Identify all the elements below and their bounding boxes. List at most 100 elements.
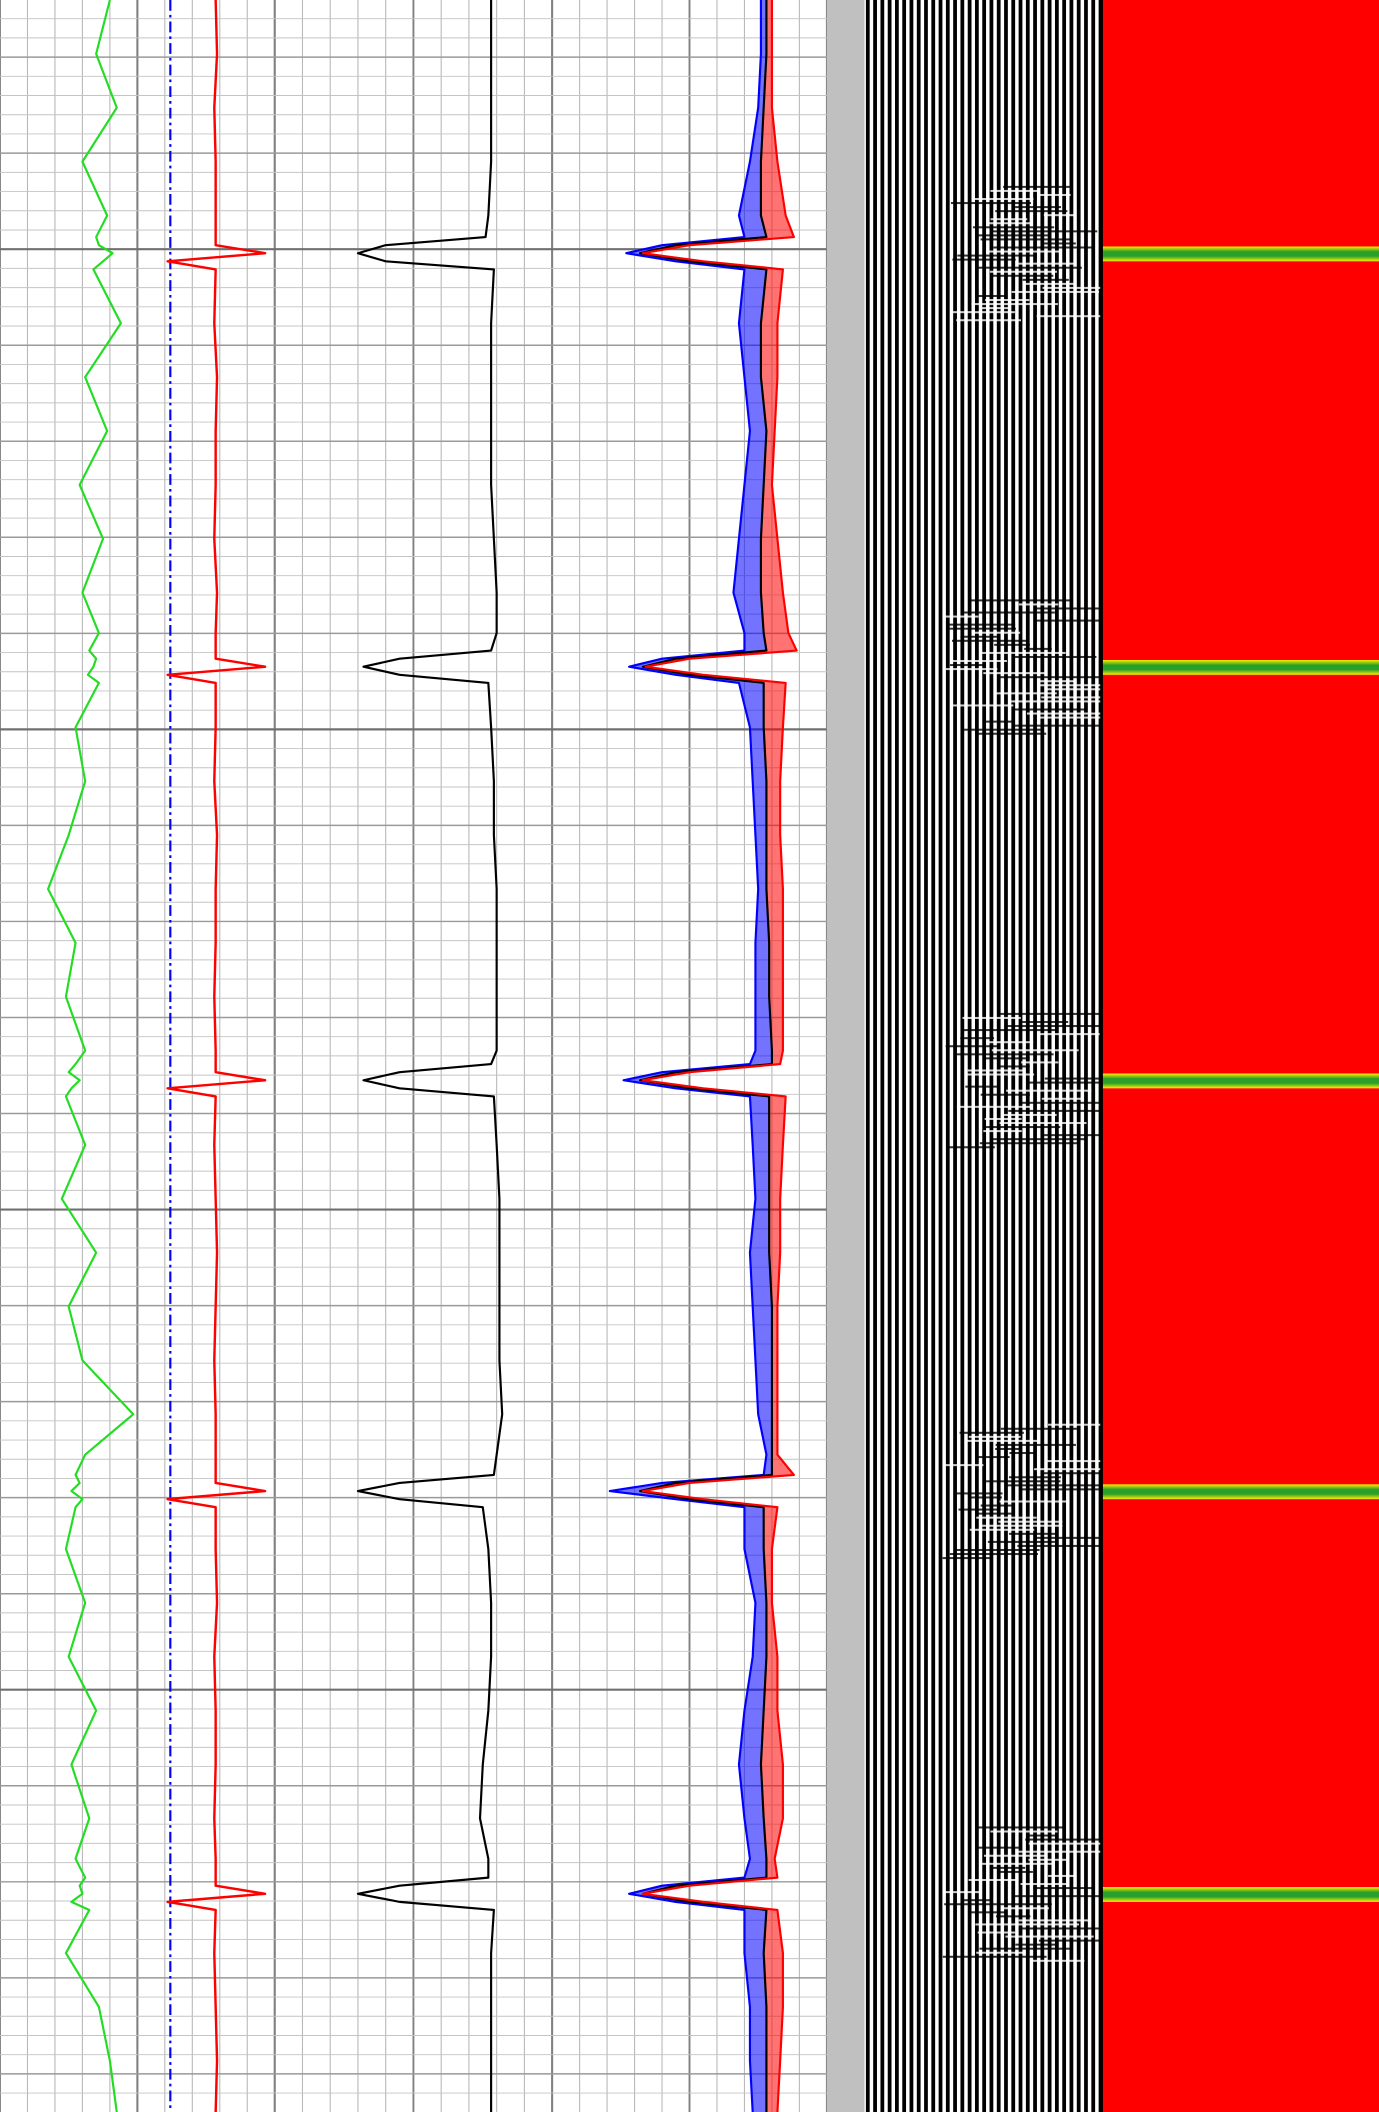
vdl-noise xyxy=(990,274,1054,277)
vdl-noise xyxy=(1018,1488,1101,1491)
vdl-noise xyxy=(985,250,1062,253)
vdl-noise xyxy=(975,1846,1021,1849)
vdl-noise xyxy=(1002,1113,1057,1116)
vdl-noise xyxy=(971,599,1071,602)
vdl-stripe xyxy=(1084,0,1088,2112)
vdl-noise xyxy=(1020,1883,1067,1886)
vdl-noise xyxy=(1018,1101,1110,1104)
vdl-stripe xyxy=(909,0,914,2112)
vdl-noise xyxy=(972,226,1055,229)
vdl-noise xyxy=(979,1142,1079,1145)
vdl-noise xyxy=(998,1870,1033,1873)
vdl-noise xyxy=(967,1073,1035,1076)
vdl-noise xyxy=(1015,206,1061,209)
vdl-noise xyxy=(1046,1460,1128,1463)
vdl-noise xyxy=(1026,712,1115,715)
vdl-stripe xyxy=(1076,0,1081,2112)
vdl-stripe xyxy=(887,0,892,2112)
vdl-noise xyxy=(990,1830,1058,1833)
vdl-noise xyxy=(1031,1959,1085,1962)
vdl-stripe xyxy=(1054,0,1059,2112)
vdl-noise xyxy=(1013,1895,1111,1898)
vdl-noise xyxy=(996,692,1057,695)
vdl-noise xyxy=(1046,688,1111,691)
vdl-noise xyxy=(984,1126,1061,1129)
vdl-noise xyxy=(1041,1472,1115,1475)
vdl-noise xyxy=(985,299,1030,302)
vdl-stripe xyxy=(902,0,907,2112)
vdl-noise xyxy=(960,1037,995,1040)
vdl-noise xyxy=(1008,1476,1061,1479)
vdl-noise xyxy=(1017,1850,1118,1853)
vdl-noise xyxy=(968,1878,1016,1881)
vdl-noise xyxy=(1041,1097,1082,1100)
vdl-noise xyxy=(969,1911,1007,1914)
vdl-noise xyxy=(942,1557,993,1560)
grid xyxy=(0,0,828,2112)
vdl-noise xyxy=(950,660,1007,663)
vdl-noise xyxy=(956,319,1021,322)
vdl-noise xyxy=(962,1016,1021,1019)
vdl-noise xyxy=(1035,1536,1101,1539)
vdl-noise xyxy=(950,664,984,667)
vdl-stripe xyxy=(1040,0,1045,2112)
vdl-noise xyxy=(1033,1887,1093,1890)
vdl-noise xyxy=(995,1443,1076,1446)
curve xyxy=(46,0,135,2112)
vdl-noise xyxy=(957,254,1038,257)
vdl-stripe xyxy=(982,0,987,2112)
vdl-noise xyxy=(960,635,999,638)
vdl-noise xyxy=(948,623,1016,626)
vdl-noise xyxy=(977,1826,1063,1829)
vdl-noise xyxy=(967,1069,1023,1072)
vdl-noise xyxy=(984,1057,1030,1060)
vdl-noise xyxy=(980,1093,1030,1096)
curve xyxy=(641,0,798,2112)
vdl-noise xyxy=(979,1862,1055,1865)
vdl-noise xyxy=(961,1029,1056,1032)
vdl-noise xyxy=(969,1528,1035,1531)
vdl-noise xyxy=(1047,1423,1103,1426)
vdl-stripe xyxy=(924,0,928,2112)
vdl-noise xyxy=(987,1540,1055,1543)
vdl-noise xyxy=(977,1931,1016,1934)
curve xyxy=(166,0,267,2112)
vdl-noise xyxy=(958,1508,998,1511)
vdl-noise xyxy=(1018,1919,1092,1922)
vdl-stripe xyxy=(895,0,899,2112)
vdl-noise xyxy=(1041,696,1132,699)
vdl-noise xyxy=(1018,603,1059,606)
vdl-stripe xyxy=(960,0,965,2112)
vdl-noise xyxy=(985,1041,1034,1044)
vdl-noise xyxy=(999,676,1100,679)
curve xyxy=(608,0,768,2112)
vdl-noise xyxy=(952,258,1016,261)
vdl-noise xyxy=(951,639,1030,642)
vdl-stripe xyxy=(916,0,921,2112)
vdl-noise xyxy=(995,1915,1031,1918)
vdl-stripe xyxy=(989,0,994,2112)
vdl-noise xyxy=(968,1435,1021,1438)
vdl-noise xyxy=(1036,315,1101,318)
vdl-noise xyxy=(1008,1532,1057,1535)
vdl-noise xyxy=(1048,1874,1076,1877)
vdl-noise xyxy=(956,1105,1032,1108)
vdl-noise xyxy=(984,1117,1022,1120)
vdl-noise xyxy=(970,1496,1002,1499)
vdl-noise xyxy=(990,1138,1087,1141)
vdl-noise xyxy=(949,627,1016,630)
vdl-noise xyxy=(944,1903,1052,1906)
vdl-noise xyxy=(942,1955,1047,1958)
vdl-noise xyxy=(1000,1065,1030,1068)
vdl-noise xyxy=(1007,1025,1108,1028)
collar-band xyxy=(1101,1484,1379,1500)
vdl-stripe xyxy=(974,0,979,2112)
vdl-stripe xyxy=(931,0,936,2112)
vdl-noise xyxy=(944,1891,982,1894)
vdl-stripe xyxy=(880,0,885,2112)
vdl-stripe xyxy=(1062,0,1067,2112)
vdl-noise xyxy=(975,1456,1010,1459)
vdl-noise xyxy=(950,202,1031,205)
vdl-noise xyxy=(962,1899,991,1902)
vdl-noise xyxy=(1044,1077,1144,1080)
